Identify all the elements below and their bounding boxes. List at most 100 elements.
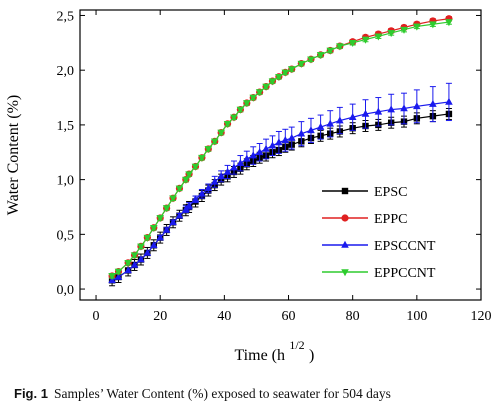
point-eppccnt <box>230 114 238 122</box>
point-epsccnt <box>361 109 370 117</box>
point-eppccnt <box>162 205 171 213</box>
point-epsccnt <box>297 129 306 137</box>
point-eppccnt <box>361 36 370 44</box>
point-epsccnt <box>169 218 177 226</box>
point-eppccnt <box>413 23 421 31</box>
x-tick-label: 40 <box>217 309 231 324</box>
point-epsccnt <box>255 148 264 156</box>
point-epsccnt <box>114 272 123 280</box>
legend-marker-epsccnt <box>341 240 349 248</box>
point-eppccnt <box>156 215 164 223</box>
point-epsccnt <box>191 195 200 203</box>
point-eppccnt <box>336 43 344 51</box>
legend-marker-eppc <box>341 214 349 222</box>
point-eppccnt <box>143 234 152 242</box>
x-tick-label: 100 <box>406 309 427 324</box>
point-epsccnt <box>249 151 258 159</box>
axis-ticks: 0 20 40 60 80 100 120 0,0 0,5 1,0 1,5 2,0 2,5 <box>57 9 492 324</box>
point-eppccnt <box>445 19 453 27</box>
point-epsccnt <box>268 141 277 149</box>
series-epsccnt <box>108 82 453 284</box>
point-eppccnt <box>182 176 190 184</box>
point-epsccnt <box>413 102 421 110</box>
point-eppccnt <box>429 21 437 29</box>
point-eppccnt <box>281 69 290 77</box>
x-tick-label: 60 <box>282 309 296 324</box>
point-eppccnt <box>262 83 270 91</box>
point-eppccnt <box>268 78 277 86</box>
point-eppccnt <box>185 171 193 179</box>
legend-item-epsccnt: EPSCCNT <box>322 239 436 254</box>
legend-label-epsc: EPSC <box>374 185 407 200</box>
point-epsccnt <box>124 266 132 274</box>
point-epsccnt <box>162 225 171 233</box>
point-epsccnt <box>307 126 315 134</box>
point-eppccnt <box>374 33 383 41</box>
point-eppccnt <box>149 224 158 232</box>
legend-item-eppc: EPPC <box>322 212 407 227</box>
point-eppccnt <box>249 94 258 102</box>
point-epsccnt <box>217 172 225 180</box>
point-epsccnt <box>204 184 213 192</box>
point-epsccnt <box>243 154 251 162</box>
point-epsccnt <box>130 260 139 268</box>
y-tick-label: 0,5 <box>57 228 75 243</box>
point-eppccnt <box>387 30 395 38</box>
y-tick-label: 0,0 <box>57 283 75 298</box>
point-epsccnt <box>429 99 437 107</box>
point-eppccnt <box>137 243 145 251</box>
point-epsccnt <box>316 122 325 130</box>
point-eppccnt <box>169 195 177 203</box>
point-eppccnt <box>223 121 232 129</box>
point-epsccnt <box>149 241 158 249</box>
point-epsccnt <box>281 136 290 144</box>
point-eppccnt <box>287 66 296 74</box>
point-epsccnt <box>156 233 164 241</box>
x-tick-label: 0 <box>93 309 100 324</box>
figure-caption: Fig. 1 Samples’ Water Content (%) exposed… <box>14 386 494 402</box>
point-eppccnt <box>348 40 357 48</box>
point-eppccnt <box>316 52 325 60</box>
y-tick-label: 2,5 <box>57 9 75 24</box>
plot-frame <box>79 9 482 301</box>
point-epsccnt <box>287 133 296 141</box>
point-eppccnt <box>297 60 306 68</box>
point-eppccnt <box>198 154 206 162</box>
point-eppccnt <box>236 106 245 114</box>
point-eppccnt <box>210 138 219 146</box>
point-epsccnt <box>336 116 344 124</box>
point-epsccnt <box>445 97 453 105</box>
point-eppccnt <box>191 163 200 171</box>
x-tick-label: 80 <box>346 309 360 324</box>
point-epsccnt <box>198 189 206 197</box>
legend: EPSC EPPC EPSCCNT EPPCCNT <box>322 185 436 281</box>
point-eppccnt <box>124 259 132 267</box>
point-epsccnt <box>275 138 283 146</box>
point-epsccnt <box>143 248 152 256</box>
y-tick-label: 1,5 <box>57 119 75 134</box>
point-eppccnt <box>275 73 283 81</box>
point-eppccnt <box>108 273 116 281</box>
legend-item-epsc: EPSC <box>322 185 407 200</box>
x-axis-label: Time (h <box>234 347 285 364</box>
point-epsccnt <box>236 159 245 167</box>
legend-marker-epsc <box>341 187 349 195</box>
point-epsccnt <box>210 177 219 185</box>
y-tick-label: 1,0 <box>57 174 75 189</box>
point-epsccnt <box>400 104 408 112</box>
series-layer <box>108 15 453 287</box>
point-epsccnt <box>348 113 357 121</box>
point-eppccnt <box>326 47 335 55</box>
point-eppccnt <box>243 100 251 108</box>
point-epsccnt <box>374 107 383 115</box>
y-tick-label: 2,0 <box>57 64 75 79</box>
x-tick-label: 20 <box>153 309 167 324</box>
point-epsccnt <box>137 255 145 263</box>
legend-label-eppc: EPPC <box>374 212 407 227</box>
point-eppccnt <box>204 146 213 154</box>
point-eppccnt <box>400 26 408 34</box>
point-epsccnt <box>223 167 232 175</box>
point-epsccnt <box>262 144 270 152</box>
caption-text: Samples’ Water Content (%) exposed to se… <box>53 386 391 401</box>
